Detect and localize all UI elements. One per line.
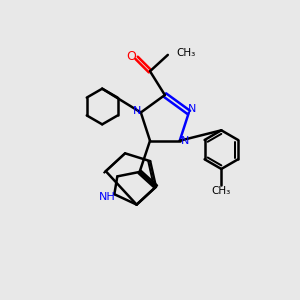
Text: CH₃: CH₃ xyxy=(177,47,196,58)
Text: CH₃: CH₃ xyxy=(212,186,231,196)
Text: NH: NH xyxy=(98,192,115,202)
Text: N: N xyxy=(188,104,196,115)
Text: N: N xyxy=(133,106,142,116)
Text: N: N xyxy=(181,136,189,146)
Text: O: O xyxy=(126,50,136,63)
